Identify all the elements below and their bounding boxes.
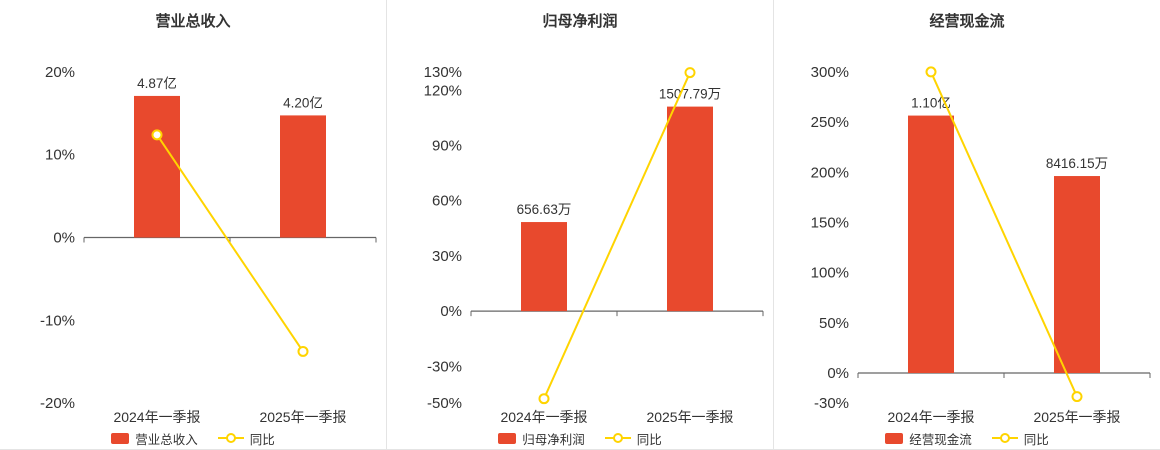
y-tick-label: 50% — [819, 315, 849, 332]
bar-swatch-icon — [498, 432, 517, 444]
legend-item-revenue-bar[interactable]: 营业总收入 — [111, 429, 198, 448]
y-tick-label: 10% — [45, 147, 75, 164]
chart-title-cash-flow: 经营现金流 — [929, 13, 1005, 30]
bar — [1054, 176, 1100, 373]
bar-value-label: 4.20亿 — [283, 95, 323, 110]
yoy-line-marker — [1071, 391, 1083, 403]
y-tick-label: 0% — [53, 230, 75, 247]
bar-value-label: 1507.79万 — [659, 87, 721, 102]
bar-value-label: 8416.15万 — [1046, 156, 1108, 171]
yoy-line-marker — [151, 129, 163, 141]
legend-item-cash-flow-yoy[interactable]: 同比 — [991, 429, 1049, 448]
revenue-chart: 20% 10% 0% -10% -20% 4.87亿 4.20亿 2024年一季报 2025年一… — [40, 64, 377, 425]
legend-label-yoy: 同比 — [249, 432, 275, 447]
y-tick-label: 200% — [811, 164, 849, 181]
bar-swatch-icon — [885, 432, 904, 444]
legend-label-revenue: 营业总收入 — [135, 432, 198, 447]
bar-swatch-icon — [111, 432, 130, 444]
legend-line-marker — [612, 433, 623, 444]
y-tick-label: 100% — [811, 265, 849, 282]
cash-flow-legend: 经营现金流 同比 — [774, 427, 1160, 449]
y-tick-label: 60% — [432, 193, 462, 210]
legend-item-cash-flow-bar[interactable]: 经营现金流 — [885, 429, 972, 448]
yoy-line-marker — [538, 393, 550, 405]
yoy-line — [930, 71, 1078, 397]
bar-value-label: 1.10亿 — [911, 96, 951, 111]
yoy-line — [543, 72, 691, 400]
y-tick-label: 20% — [45, 64, 75, 81]
y-tick-label: -50% — [427, 395, 462, 412]
y-tick-label: 300% — [811, 64, 849, 81]
x-axis-label: 2024年一季报 — [887, 409, 974, 425]
x-axis-label: 2024年一季报 — [500, 409, 587, 425]
y-tick-label: 250% — [811, 114, 849, 131]
cash-flow-chart: 300% 250% 200% 150% 100% 50% 0% -30% 1.10亿 8416.1… — [811, 64, 1151, 425]
x-axis-label: 2025年一季报 — [1033, 409, 1120, 425]
legend-item-net-profit-bar[interactable]: 归母净利润 — [498, 429, 585, 448]
line-swatch-icon — [991, 433, 1018, 444]
bar — [908, 115, 954, 373]
yoy-line-marker — [297, 345, 309, 357]
chart-title-net-profit: 归母净利润 — [542, 13, 618, 30]
bar — [667, 106, 713, 312]
legend-item-net-profit-yoy[interactable]: 同比 — [604, 429, 662, 448]
chart-panel-revenue: 营业总收入 20% 10% 0% -10% -20% 4.87亿 4.20亿 2024年一季报… — [0, 0, 386, 449]
y-tick-label: -20% — [40, 395, 75, 412]
x-axis-label: 2025年一季报 — [646, 409, 733, 425]
legend-label-yoy: 同比 — [1023, 432, 1049, 447]
chart-panel-net-profit: 归母净利润 130% 120% 90% 60% 30% 0% -30% -50% 656.63万… — [386, 0, 774, 449]
y-tick-label: 0% — [440, 303, 462, 320]
y-tick-label: 120% — [424, 82, 462, 99]
net-profit-chart: 130%120% 90% 60% 30% 0% -30% -50% 656.63万 1507.7… — [424, 64, 764, 425]
legend-label-yoy: 同比 — [636, 432, 662, 447]
legend-line-marker — [999, 433, 1010, 444]
y-tick-label: -30% — [814, 395, 849, 412]
y-tick-label: 90% — [432, 138, 462, 155]
revenue-legend: 营业总收入 同比 — [0, 427, 386, 449]
line-swatch-icon — [217, 433, 244, 444]
bar — [134, 95, 180, 238]
legend-label-cash-flow: 经营现金流 — [909, 432, 972, 447]
y-tick-label: 150% — [811, 214, 849, 231]
y-tick-label: 30% — [432, 248, 462, 265]
y-tick-label: 130% — [424, 64, 462, 81]
bar — [521, 222, 567, 312]
y-tick-label: -10% — [40, 312, 75, 329]
x-axis-label: 2024年一季报 — [113, 409, 200, 425]
chart-title-revenue: 营业总收入 — [155, 13, 231, 30]
bar — [280, 115, 326, 238]
legend-line-marker — [225, 433, 236, 444]
yoy-line-marker — [925, 66, 937, 78]
y-tick-label: 0% — [827, 365, 849, 382]
legend-item-revenue-yoy[interactable]: 同比 — [217, 429, 275, 448]
net-profit-legend: 归母净利润 同比 — [387, 427, 773, 449]
bar-value-label: 656.63万 — [517, 202, 572, 217]
line-swatch-icon — [604, 433, 631, 444]
x-axis-label: 2025年一季报 — [259, 409, 346, 425]
bar-value-label: 4.87亿 — [137, 76, 177, 91]
legend-label-net-profit: 归母净利润 — [522, 432, 585, 447]
yoy-line-marker — [684, 67, 696, 79]
yoy-line — [156, 134, 304, 352]
y-tick-label: -30% — [427, 358, 462, 375]
chart-panel-cash-flow: 经营现金流 300% 250% 200% 150% 100% 50% 0% -30% 1.10亿… — [774, 0, 1160, 449]
